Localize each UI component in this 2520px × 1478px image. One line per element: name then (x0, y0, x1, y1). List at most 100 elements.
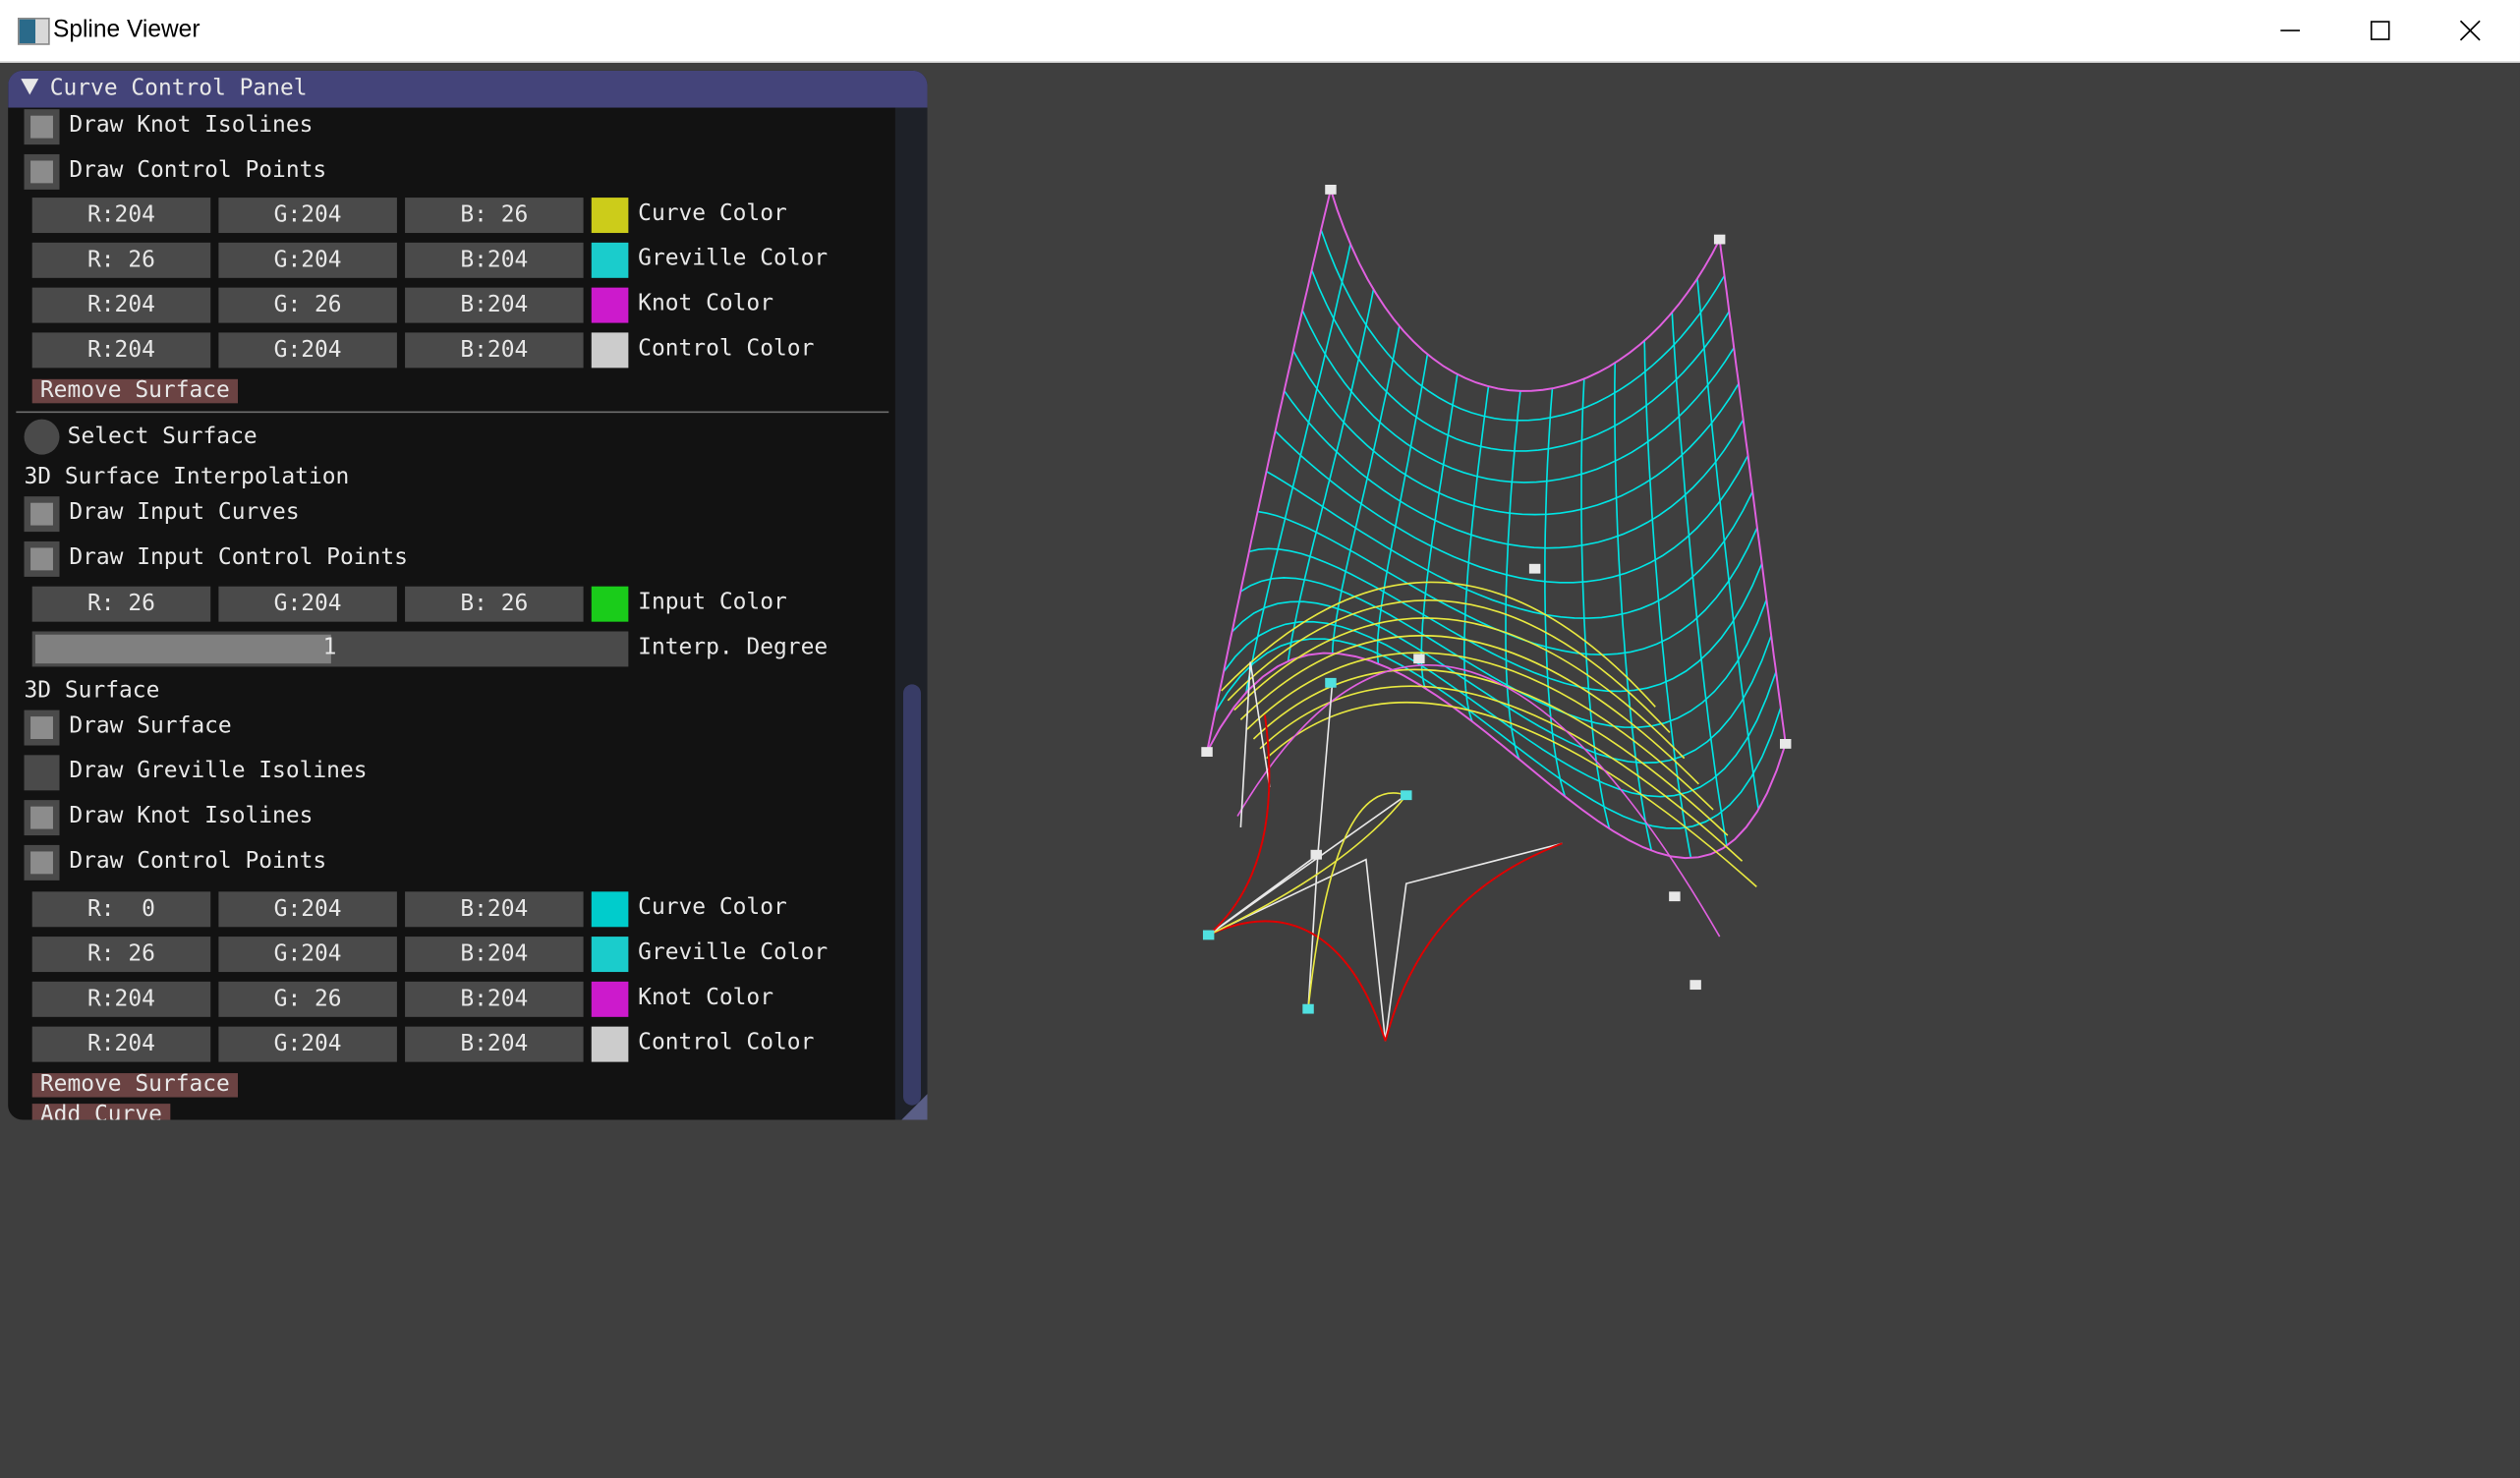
b-channel-input[interactable]: B:204 (405, 937, 584, 973)
color-label: Control Color (638, 1029, 815, 1056)
input-curve (1252, 668, 1729, 836)
greville-isoline (1420, 373, 1459, 689)
checkbox-box[interactable] (24, 153, 60, 190)
color-swatch[interactable] (591, 198, 629, 234)
b-channel-input[interactable]: B:204 (405, 242, 584, 278)
checkbox-box[interactable] (24, 800, 60, 836)
color-label: Knot Color (638, 985, 774, 1011)
color-swatch[interactable] (591, 586, 629, 622)
input-control-point (1325, 677, 1337, 688)
control-point (1325, 185, 1337, 195)
greville-isoline (1231, 600, 1772, 765)
b-channel-input[interactable]: B: 26 (405, 586, 584, 622)
greville-isoline (1580, 378, 1611, 829)
b-channel-input[interactable]: B:204 (405, 891, 584, 928)
control-point (1713, 234, 1726, 245)
interp-degree-slider[interactable]: 1 (31, 631, 629, 667)
color-swatch[interactable] (591, 287, 629, 323)
r-channel-input[interactable]: R: 26 (31, 242, 211, 278)
3d-viewport[interactable] (0, 61, 2520, 1478)
color-label: Greville Color (638, 246, 829, 272)
color-swatch[interactable] (591, 1026, 629, 1062)
checkbox-box[interactable] (24, 496, 60, 533)
input-curve (1221, 581, 1656, 708)
checkbox-check (30, 806, 53, 829)
maximize-icon (2370, 21, 2390, 40)
input-curve (1265, 701, 1757, 888)
b-channel-input[interactable]: B:204 (405, 1026, 584, 1062)
color-swatch[interactable] (591, 937, 629, 973)
control-point (1690, 980, 1701, 991)
g-channel-input[interactable]: G: 26 (218, 981, 397, 1017)
control-point (1413, 654, 1425, 664)
color-label: Curve Color (638, 200, 787, 227)
control-point (1201, 747, 1213, 757)
g-channel-input[interactable]: G:204 (218, 586, 397, 622)
r-channel-input[interactable]: R: 0 (31, 891, 211, 928)
r-channel-input[interactable]: R:204 (31, 198, 211, 234)
section-heading: 3D Surface (24, 677, 160, 705)
scrollbar-thumb[interactable] (902, 684, 921, 1106)
g-channel-input[interactable]: G:204 (218, 937, 397, 973)
remove-surface-button[interactable]: Remove Surface (31, 378, 239, 404)
checkbox-box[interactable] (24, 844, 60, 881)
checkbox-box[interactable] (24, 109, 60, 145)
input-curve (1208, 792, 1407, 1009)
greville-isoline (1248, 547, 1763, 693)
input-curve (1259, 685, 1744, 862)
add-curve-button[interactable]: Add Curve (31, 1103, 171, 1120)
checkbox-box[interactable] (24, 710, 60, 746)
knot-isoline (1236, 664, 1721, 938)
b-channel-input[interactable]: B:204 (405, 287, 584, 323)
b-channel-input[interactable]: B:204 (405, 981, 584, 1017)
remove-surface-button[interactable]: Remove Surface (31, 1072, 239, 1098)
input-curve (1246, 652, 1714, 811)
r-channel-input[interactable]: R: 26 (31, 586, 211, 622)
close-icon (2459, 20, 2481, 41)
slider-label: Interp. Degree (638, 634, 829, 660)
checkbox-box[interactable] (24, 540, 60, 577)
color-label: Curve Color (638, 894, 787, 921)
color-swatch[interactable] (591, 891, 629, 928)
maximize-button[interactable] (2335, 0, 2426, 61)
r-channel-input[interactable]: R: 26 (31, 937, 211, 973)
g-channel-input[interactable]: G:204 (218, 198, 397, 234)
greville-isoline (1274, 430, 1749, 584)
color-swatch[interactable] (591, 242, 629, 278)
close-button[interactable] (2426, 0, 2516, 61)
r-channel-input[interactable]: R:204 (31, 981, 211, 1017)
radio-label: Select Surface (67, 424, 258, 450)
g-channel-input[interactable]: G: 26 (218, 287, 397, 323)
checkbox-box[interactable] (24, 755, 60, 791)
control-point (1669, 891, 1681, 902)
checkbox-check (30, 547, 53, 571)
resize-grip[interactable] (901, 1094, 928, 1120)
g-channel-input[interactable]: G:204 (218, 332, 397, 369)
greville-isoline (1614, 363, 1653, 851)
g-channel-input[interactable]: G:204 (218, 891, 397, 928)
r-channel-input[interactable]: R:204 (31, 287, 211, 323)
r-channel-input[interactable]: R:204 (31, 1026, 211, 1062)
knot-isoline (1206, 189, 1332, 753)
checkbox-label: Draw Knot Isolines (69, 803, 314, 829)
color-label: Knot Color (638, 290, 774, 317)
panel-header[interactable]: Curve Control Panel (8, 70, 928, 108)
window-title: Spline Viewer (52, 16, 200, 44)
g-channel-input[interactable]: G:204 (218, 1026, 397, 1062)
g-channel-input[interactable]: G:204 (218, 242, 397, 278)
minimize-button[interactable] (2245, 0, 2335, 61)
r-channel-input[interactable]: R:204 (31, 332, 211, 369)
color-label: Control Color (638, 335, 815, 362)
greville-isoline (1310, 269, 1731, 452)
b-channel-input[interactable]: B: 26 (405, 198, 584, 234)
greville-isoline (1284, 390, 1745, 549)
section-heading: 3D Surface Interpolation (24, 464, 350, 490)
checkbox-label: Draw Input Control Points (69, 544, 408, 571)
knot-isoline (1206, 652, 1787, 860)
color-swatch[interactable] (591, 332, 629, 369)
b-channel-input[interactable]: B:204 (405, 332, 584, 369)
radio-button[interactable] (24, 419, 60, 455)
triangle-down-icon[interactable] (21, 77, 40, 96)
color-swatch[interactable] (591, 981, 629, 1017)
greville-isoline (1223, 620, 1777, 798)
